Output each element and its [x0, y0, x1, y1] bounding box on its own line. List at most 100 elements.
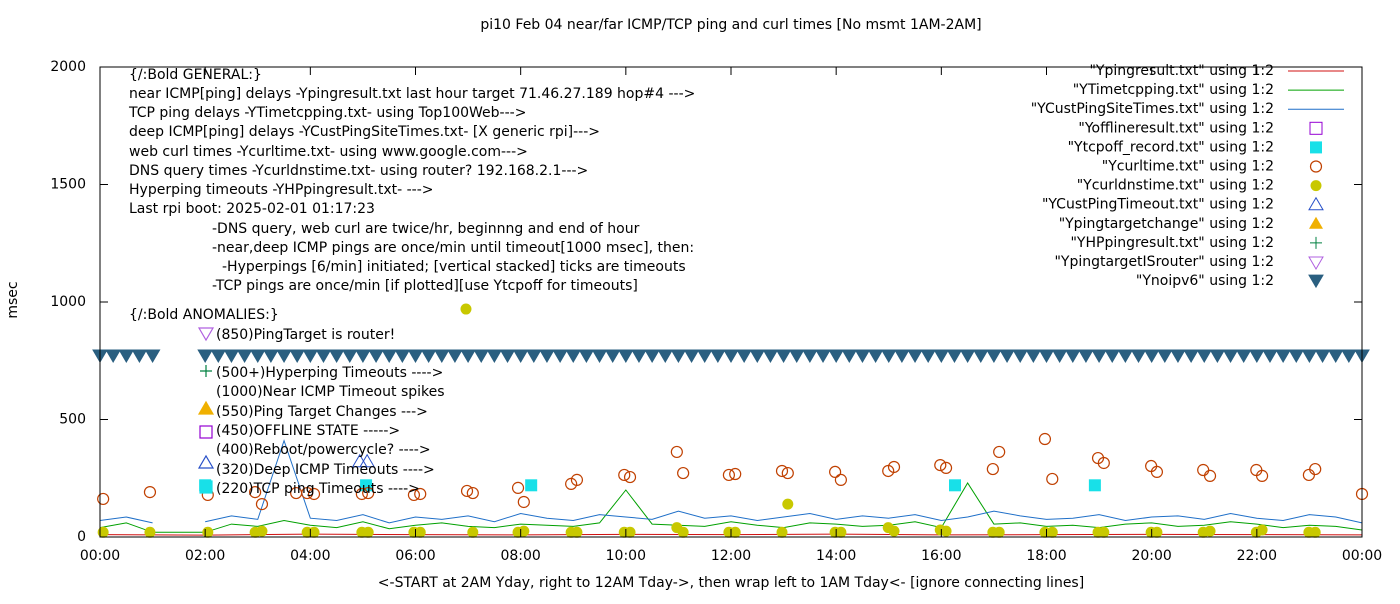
x-tick-label: 22:00 — [1237, 548, 1277, 564]
marker-dot — [202, 526, 214, 538]
marker-dot — [624, 526, 636, 538]
legend-label: "YHPpingresult.txt" using 1:2 — [1070, 235, 1274, 251]
marker-down-triangle — [525, 349, 542, 364]
marker-down-triangle — [880, 349, 897, 364]
marker-down-triangle — [1104, 349, 1121, 364]
marker-down-triangle — [867, 349, 884, 364]
series-line — [205, 439, 1363, 524]
marker-dot — [1046, 526, 1058, 538]
annotations: 0 500 1000 1500 2000 00:00 02:00 04:00 06:00 08:0… — [50, 59, 1382, 564]
y-tick-label: 500 — [59, 412, 86, 428]
marker-circle — [1038, 432, 1052, 446]
marker-circle — [775, 464, 789, 478]
marker-dot — [1309, 526, 1321, 538]
x-tick-label: 08:00 — [500, 548, 540, 564]
marker-circle — [722, 468, 735, 482]
marker-down-triangle — [1091, 349, 1107, 364]
x-tick-label: 14:00 — [816, 548, 856, 564]
marker-circle — [407, 488, 421, 502]
marker-down-triangle — [604, 349, 621, 364]
marker-square — [949, 479, 962, 492]
marker-down-triangle — [986, 349, 1002, 364]
marker-dot — [1310, 180, 1322, 192]
marker-circle — [934, 458, 947, 472]
marker-down-triangle — [1301, 349, 1318, 364]
marker-down-triangle — [591, 349, 608, 364]
annotation: Hyperping timeouts -YHPpingresult.txt- -… — [129, 182, 434, 198]
marker-dot — [1256, 524, 1268, 536]
annotation: -near,deep ICMP pings are once/min until… — [212, 240, 694, 256]
marker-down-triangle — [368, 349, 384, 364]
marker-square — [1310, 141, 1322, 154]
marker-down-triangle — [1308, 274, 1324, 289]
legend-label: "YCustPingTimeout.txt" using 1:2 — [1042, 197, 1274, 213]
marker-circle — [618, 468, 631, 482]
marker-triangle — [1308, 196, 1324, 211]
marker-dot — [460, 303, 472, 315]
annotation: (400)Reboot/powercycle? ----> — [216, 442, 431, 458]
marker-circle — [97, 492, 110, 506]
marker-down-triangle — [631, 349, 647, 364]
marker-down-triangle — [709, 349, 726, 364]
marker-down-triangle — [946, 349, 963, 364]
marker-down-triangle — [1196, 349, 1213, 364]
annotation: -Hyperpings [6/min] initiated; [vertical… — [222, 259, 686, 275]
marker-down-triangle — [907, 349, 923, 364]
marker-down-triangle — [1308, 256, 1324, 270]
marker-down-triangle — [263, 349, 279, 364]
marker-plus — [1310, 236, 1322, 249]
y-tick-label: 1500 — [50, 177, 86, 193]
marker-circle — [1309, 462, 1322, 476]
marker-circle — [986, 462, 999, 476]
marker-dot — [1098, 526, 1110, 538]
legend-label: "Ynoipv6" using 1:2 — [1136, 273, 1274, 289]
marker-circle — [993, 445, 1006, 459]
marker-down-triangle — [381, 349, 398, 364]
marker-dot — [888, 525, 900, 537]
marker-circle — [460, 484, 474, 498]
marker-circle — [1302, 468, 1315, 482]
marker-down-triangle — [578, 349, 595, 364]
marker-dot — [362, 526, 374, 538]
marker-down-triangle — [236, 349, 253, 364]
marker-down-triangle — [762, 349, 779, 364]
marker-square — [525, 479, 538, 492]
annotation: (1000)Near ICMP Timeout spikes — [216, 384, 445, 400]
marker-down-triangle — [1209, 349, 1226, 364]
annotation: -TCP pings are once/min [if plotted][use… — [212, 278, 638, 294]
key-offline — [199, 425, 213, 439]
marker-down-triangle — [249, 349, 266, 364]
marker-down-triangle — [1051, 349, 1068, 364]
marker-circle — [1255, 469, 1269, 482]
marker-down-triangle — [1248, 349, 1265, 364]
legend-label: "YCustPingSiteTimes.txt" using 1:2 — [1031, 101, 1274, 117]
annotation: (500+)Hyperping Timeouts ----> — [216, 365, 443, 381]
marker-dot — [144, 526, 156, 538]
marker-circle — [362, 486, 375, 500]
x-tick-label: 12:00 — [711, 548, 751, 564]
marker-down-triangle — [552, 349, 568, 364]
marker-circle — [1150, 465, 1164, 479]
marker-dot — [467, 526, 479, 538]
marker-down-triangle — [1012, 349, 1029, 364]
marker-down-triangle — [775, 349, 792, 364]
marker-circle — [1145, 459, 1158, 473]
legend-label: "Ytcpoff_record.txt" using 1:2 — [1068, 139, 1274, 155]
marker-dot — [571, 526, 583, 538]
marker-circle — [670, 445, 683, 459]
marker-down-triangle — [1078, 349, 1094, 364]
marker-circle — [143, 486, 157, 499]
annotation: DNS query times -Ycurldnstime.txt- using… — [129, 163, 588, 179]
marker-circle — [414, 487, 427, 501]
marker-circle — [511, 481, 525, 494]
y-tick-label: 1000 — [50, 294, 86, 310]
marker-down-triangle — [972, 349, 989, 364]
marker-down-triangle — [1340, 349, 1357, 364]
marker-down-triangle — [933, 349, 950, 364]
marker-dot — [414, 526, 426, 538]
marker-circle — [1197, 463, 1210, 477]
annotation: {/:Bold GENERAL:} — [129, 67, 262, 83]
marker-down-triangle — [486, 349, 503, 364]
annotation: {/:Bold ANOMALIES:} — [129, 307, 279, 323]
